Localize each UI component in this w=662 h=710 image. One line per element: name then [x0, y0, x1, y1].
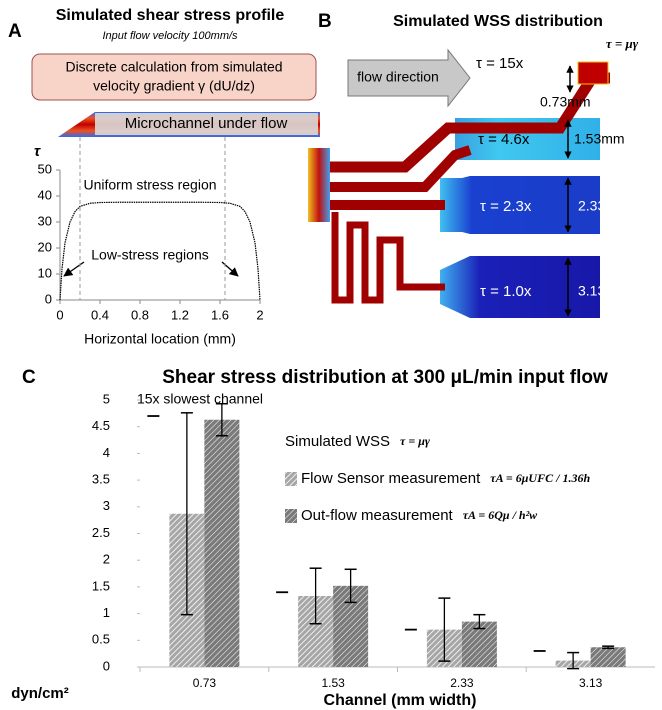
- formula: τ = μγ: [606, 36, 639, 51]
- legend-formula: τA = 6μUFC / 1.36h: [490, 471, 590, 485]
- y-tick-label: 30: [38, 213, 52, 228]
- y-tick-label: 3.5: [92, 472, 110, 487]
- legend-swatch: [285, 509, 297, 523]
- channel-width: 2.33mm: [578, 198, 629, 214]
- arrow: [64, 262, 84, 276]
- legend-label: Simulated WSS: [285, 433, 390, 450]
- y-tick-label: 50: [38, 161, 52, 176]
- inlet: [308, 148, 330, 222]
- annotation: Low-stress regions: [91, 247, 209, 263]
- x-tick-label: 2: [256, 307, 263, 322]
- flow-direction: flow direction: [357, 69, 439, 85]
- panel-label: B: [318, 11, 332, 32]
- chart-subtitle: Input flow velocity 100mm/s: [102, 30, 238, 42]
- y-tick-label: 20: [38, 239, 52, 254]
- x-tick-label: 0.73: [193, 676, 217, 690]
- chart-title: Shear stress distribution at 300 μL/min …: [162, 367, 608, 388]
- x-tick-label: 1.6: [211, 307, 229, 322]
- x-tick-label: 1.53: [321, 676, 345, 690]
- annotation: 15x slowest channel: [137, 391, 263, 407]
- legend-formula: τA = 6Qμ / h²w: [463, 508, 538, 522]
- y-axis-label: τ: [34, 143, 41, 160]
- channel-width: 3.13mm: [578, 283, 629, 299]
- x-tick-label: 1.2: [171, 307, 189, 322]
- channel-tau: τ = 15x: [476, 55, 524, 72]
- y-tick-label: 10: [38, 265, 52, 280]
- channel: [335, 212, 445, 300]
- bar: [591, 647, 626, 667]
- panel-label: A: [8, 21, 22, 42]
- y-tick-label: 3: [103, 498, 110, 513]
- box-text: velocity gradient γ (dU/dz): [93, 78, 255, 94]
- figure: A B C Simulated shear stress profile Inp…: [0, 0, 662, 710]
- channel-tau: τ = 2.3x: [480, 198, 532, 215]
- arrow: [222, 262, 238, 276]
- x-axis-label: Channel (mm width): [324, 692, 477, 709]
- channel-label: Microchannel under flow: [125, 115, 288, 132]
- channel-tau: τ = 1.0x: [480, 283, 532, 300]
- x-tick-label: 0: [56, 307, 63, 322]
- y-axis-label: dyn/cm²: [11, 685, 69, 702]
- legend-formula: τ = μγ: [400, 434, 430, 448]
- y-tick-label: 40: [38, 187, 52, 202]
- y-tick-label: 0.5: [92, 632, 110, 647]
- y-tick-label: 4.5: [92, 418, 110, 433]
- x-tick-label: 2.33: [450, 676, 474, 690]
- y-tick-label: 0: [45, 291, 52, 306]
- box-text: Discrete calculation from simulated: [65, 59, 282, 75]
- diagram-title: Simulated WSS distribution: [393, 13, 603, 30]
- x-tick-label: 3.13: [579, 676, 603, 690]
- y-tick-label: 4: [103, 445, 110, 460]
- channel-width: 0.73mm: [540, 94, 591, 110]
- x-tick-label: 0.4: [91, 307, 109, 322]
- bar: [204, 420, 239, 667]
- chart-title: Simulated shear stress profile: [56, 7, 285, 24]
- panel-label: C: [22, 367, 36, 388]
- channel-width: 1.53mm: [574, 131, 625, 147]
- channel-tau: τ = 4.6x: [478, 131, 530, 148]
- annotation: Uniform stress region: [83, 177, 216, 193]
- y-tick-label: 2.5: [92, 525, 110, 540]
- x-axis-label: Horizontal location (mm): [84, 331, 236, 347]
- y-tick-label: 1: [103, 605, 110, 620]
- y-tick-label: 5: [103, 391, 110, 406]
- channel: [578, 62, 608, 84]
- y-tick-label: 1.5: [92, 578, 110, 593]
- legend-label: Out-flow measurement: [301, 507, 454, 524]
- legend-swatch: [285, 472, 297, 486]
- legend-label: Flow Sensor measurement: [301, 470, 481, 487]
- y-tick-label: 0: [103, 658, 110, 673]
- y-tick-label: 2: [103, 552, 110, 567]
- x-tick-label: 0.8: [131, 307, 149, 322]
